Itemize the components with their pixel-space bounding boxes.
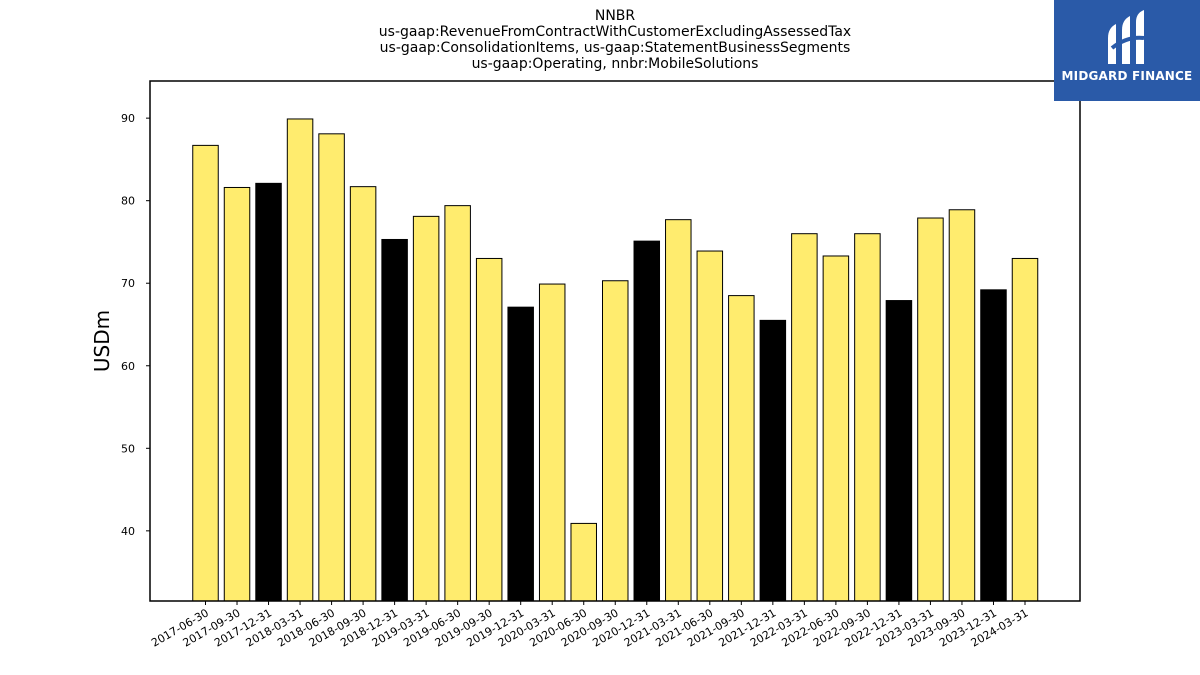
midgard-logo-icon — [1108, 10, 1145, 64]
bar — [759, 319, 787, 602]
bars-group — [192, 118, 1039, 602]
chart-title-line: NNBR — [595, 8, 636, 24]
bar — [475, 257, 503, 602]
bar — [885, 300, 913, 602]
bar — [602, 280, 629, 602]
bar — [633, 240, 661, 602]
y-tick-label: 90 — [121, 112, 135, 125]
bar — [192, 144, 219, 602]
bar — [286, 118, 314, 602]
bar — [948, 209, 976, 602]
y-axis-ticks: 40 50 60 70 80 90 — [121, 112, 150, 538]
chart-title-line: us-gaap:ConsolidationItems, us-gaap:Stat… — [380, 40, 851, 56]
bar — [917, 217, 944, 602]
y-tick-label: 40 — [121, 525, 135, 538]
bar — [665, 219, 692, 602]
bar — [980, 289, 1007, 602]
chart-title: NNBRus-gaap:RevenueFromContractWithCusto… — [379, 8, 851, 72]
y-tick-label: 60 — [121, 360, 135, 373]
bar — [507, 306, 534, 602]
bar — [349, 186, 377, 602]
y-tick-label: 70 — [121, 277, 135, 290]
bar — [538, 283, 566, 602]
bar — [791, 233, 818, 602]
bar — [381, 238, 408, 602]
bar — [223, 186, 251, 602]
bar — [1011, 257, 1039, 602]
y-tick-label: 80 — [121, 195, 135, 208]
bar — [444, 205, 471, 602]
brand-logo: MIDGARD FINANCE — [1054, 0, 1200, 101]
bar — [255, 182, 282, 602]
bar — [728, 295, 755, 602]
bar — [570, 522, 597, 602]
bar — [696, 250, 724, 602]
x-axis-ticks: 2017-06-302017-09-302017-12-312018-03-31… — [149, 601, 1031, 650]
bar — [854, 233, 881, 602]
y-axis-label: USDm — [90, 310, 114, 372]
brand-name: MIDGARD FINANCE — [1061, 69, 1193, 83]
bar — [318, 133, 345, 602]
bar — [412, 215, 440, 602]
y-tick-label: 50 — [121, 442, 135, 455]
chart-title-line: us-gaap:RevenueFromContractWithCustomerE… — [379, 24, 851, 40]
chart-title-line: us-gaap:Operating, nnbr:MobileSolutions — [472, 56, 759, 72]
bar — [822, 255, 850, 602]
